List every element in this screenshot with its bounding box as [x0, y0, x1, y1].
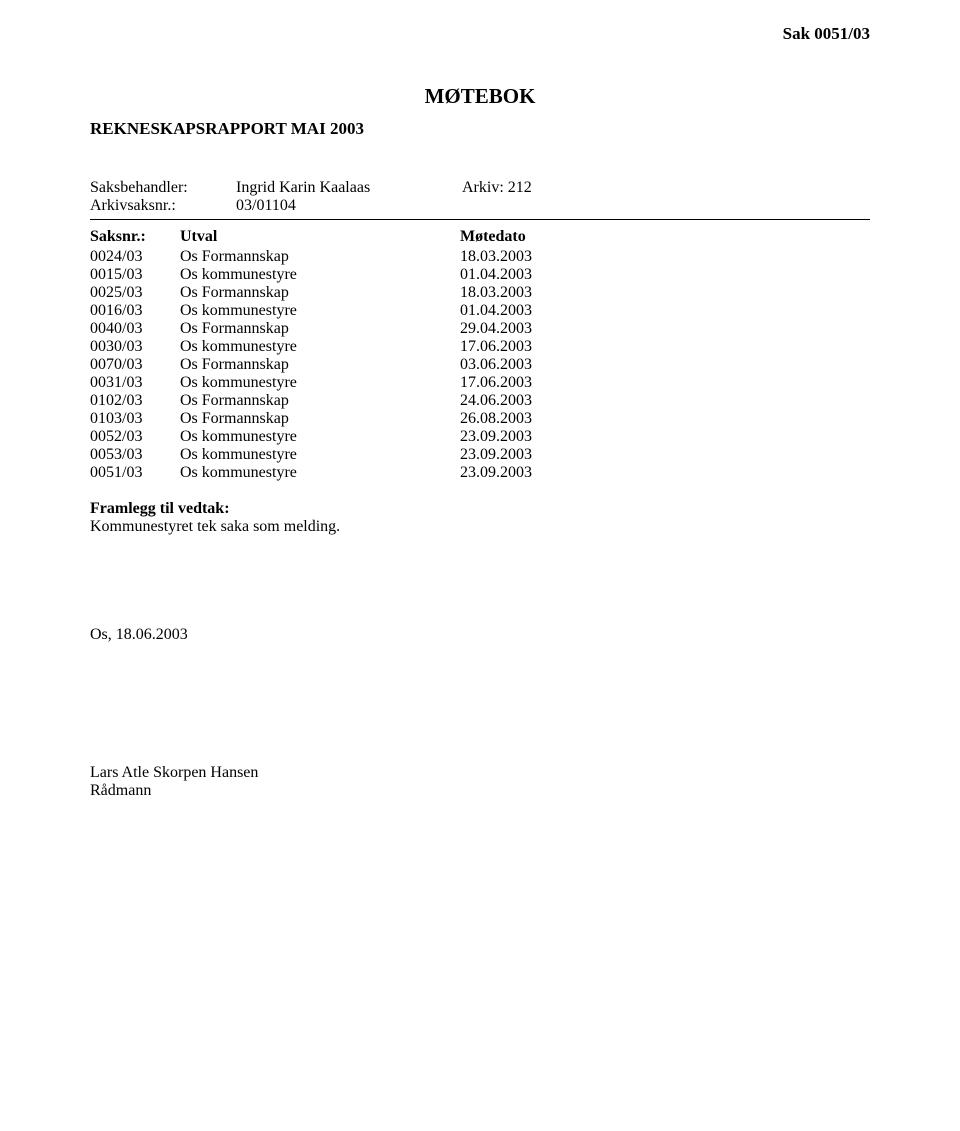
handler-label: Saksbehandler: — [90, 179, 236, 197]
cell-date: 23.09.2003 — [460, 464, 660, 482]
handler-name: Ingrid Karin Kaalaas — [236, 179, 462, 197]
cell-utval: Os Formannskap — [180, 410, 460, 428]
vedtak-title: Framlegg til vedtak: — [90, 500, 870, 518]
cell-date: 24.06.2003 — [460, 392, 660, 410]
cell-utval: Os Formannskap — [180, 320, 460, 338]
table-row: 0053/03Os kommunestyre23.09.2003 — [90, 446, 660, 464]
table-row: 0025/03Os Formannskap18.03.2003 — [90, 284, 660, 302]
separator-line — [90, 219, 870, 220]
table-row: 0015/03Os kommunestyre01.04.2003 — [90, 266, 660, 284]
signature-title: Rådmann — [90, 782, 870, 800]
cell-date: 17.06.2003 — [460, 338, 660, 356]
table-row: 0030/03Os kommunestyre17.06.2003 — [90, 338, 660, 356]
cell-saksnr: 0051/03 — [90, 464, 180, 482]
table-row: 0031/03Os kommunestyre17.06.2003 — [90, 374, 660, 392]
vedtak-section: Framlegg til vedtak: Kommunestyret tek s… — [90, 500, 870, 536]
cell-saksnr: 0102/03 — [90, 392, 180, 410]
header-utval: Utval — [180, 228, 460, 246]
header-motedato: Møtedato — [460, 228, 660, 246]
cell-utval: Os Formannskap — [180, 392, 460, 410]
cell-utval: Os kommunestyre — [180, 266, 460, 284]
cell-date: 23.09.2003 — [460, 446, 660, 464]
cell-utval: Os kommunestyre — [180, 374, 460, 392]
vedtak-body: Kommunestyret tek saka som melding. — [90, 518, 870, 536]
case-number-top-right: Sak 0051/03 — [90, 24, 870, 44]
table-row: 0070/03Os Formannskap03.06.2003 — [90, 356, 660, 374]
header-saksnr: Saksnr.: — [90, 228, 180, 246]
cell-utval: Os kommunestyre — [180, 338, 460, 356]
cell-saksnr: 0070/03 — [90, 356, 180, 374]
cell-saksnr: 0030/03 — [90, 338, 180, 356]
signature-name: Lars Atle Skorpen Hansen — [90, 764, 870, 782]
table-row: 0051/03Os kommunestyre23.09.2003 — [90, 464, 660, 482]
table-row: 0016/03Os kommunestyre01.04.2003 — [90, 302, 660, 320]
document-title: MØTEBOK — [90, 84, 870, 109]
meta-table: Saksbehandler: Ingrid Karin Kaalaas Arki… — [90, 179, 538, 215]
cell-date: 17.06.2003 — [460, 374, 660, 392]
cell-date: 18.03.2003 — [460, 284, 660, 302]
cell-saksnr: 0052/03 — [90, 428, 180, 446]
cell-utval: Os kommunestyre — [180, 446, 460, 464]
cell-utval: Os Formannskap — [180, 284, 460, 302]
cell-date: 01.04.2003 — [460, 266, 660, 284]
cell-utval: Os kommunestyre — [180, 428, 460, 446]
cell-date: 03.06.2003 — [460, 356, 660, 374]
cell-utval: Os Formannskap — [180, 248, 460, 266]
arkivsaks-value: 03/01104 — [236, 197, 462, 215]
cell-saksnr: 0103/03 — [90, 410, 180, 428]
cell-utval: Os kommunestyre — [180, 302, 460, 320]
table-row: 0052/03Os kommunestyre23.09.2003 — [90, 428, 660, 446]
arkiv-label: Arkiv: 212 — [462, 179, 538, 197]
cell-saksnr: 0015/03 — [90, 266, 180, 284]
cell-utval: Os kommunestyre — [180, 464, 460, 482]
table-row: 0040/03Os Formannskap29.04.2003 — [90, 320, 660, 338]
cell-date: 26.08.2003 — [460, 410, 660, 428]
cell-saksnr: 0053/03 — [90, 446, 180, 464]
arkivsaks-label: Arkivsaksnr.: — [90, 197, 236, 215]
cell-date: 23.09.2003 — [460, 428, 660, 446]
cell-saksnr: 0025/03 — [90, 284, 180, 302]
place-date: Os, 18.06.2003 — [90, 626, 870, 644]
cell-saksnr: 0016/03 — [90, 302, 180, 320]
cell-date: 01.04.2003 — [460, 302, 660, 320]
table-row: 0024/03Os Formannskap18.03.2003 — [90, 248, 660, 266]
meetings-table: 0024/03Os Formannskap18.03.20030015/03Os… — [90, 248, 660, 482]
cell-date: 18.03.2003 — [460, 248, 660, 266]
cell-saksnr: 0031/03 — [90, 374, 180, 392]
meetings-header: Saksnr.: Utval Møtedato — [90, 228, 870, 246]
cell-date: 29.04.2003 — [460, 320, 660, 338]
table-row: 0102/03Os Formannskap24.06.2003 — [90, 392, 660, 410]
report-title: REKNESKAPSRAPPORT MAI 2003 — [90, 119, 870, 139]
cell-utval: Os Formannskap — [180, 356, 460, 374]
table-row: 0103/03Os Formannskap26.08.2003 — [90, 410, 660, 428]
cell-saksnr: 0024/03 — [90, 248, 180, 266]
cell-saksnr: 0040/03 — [90, 320, 180, 338]
